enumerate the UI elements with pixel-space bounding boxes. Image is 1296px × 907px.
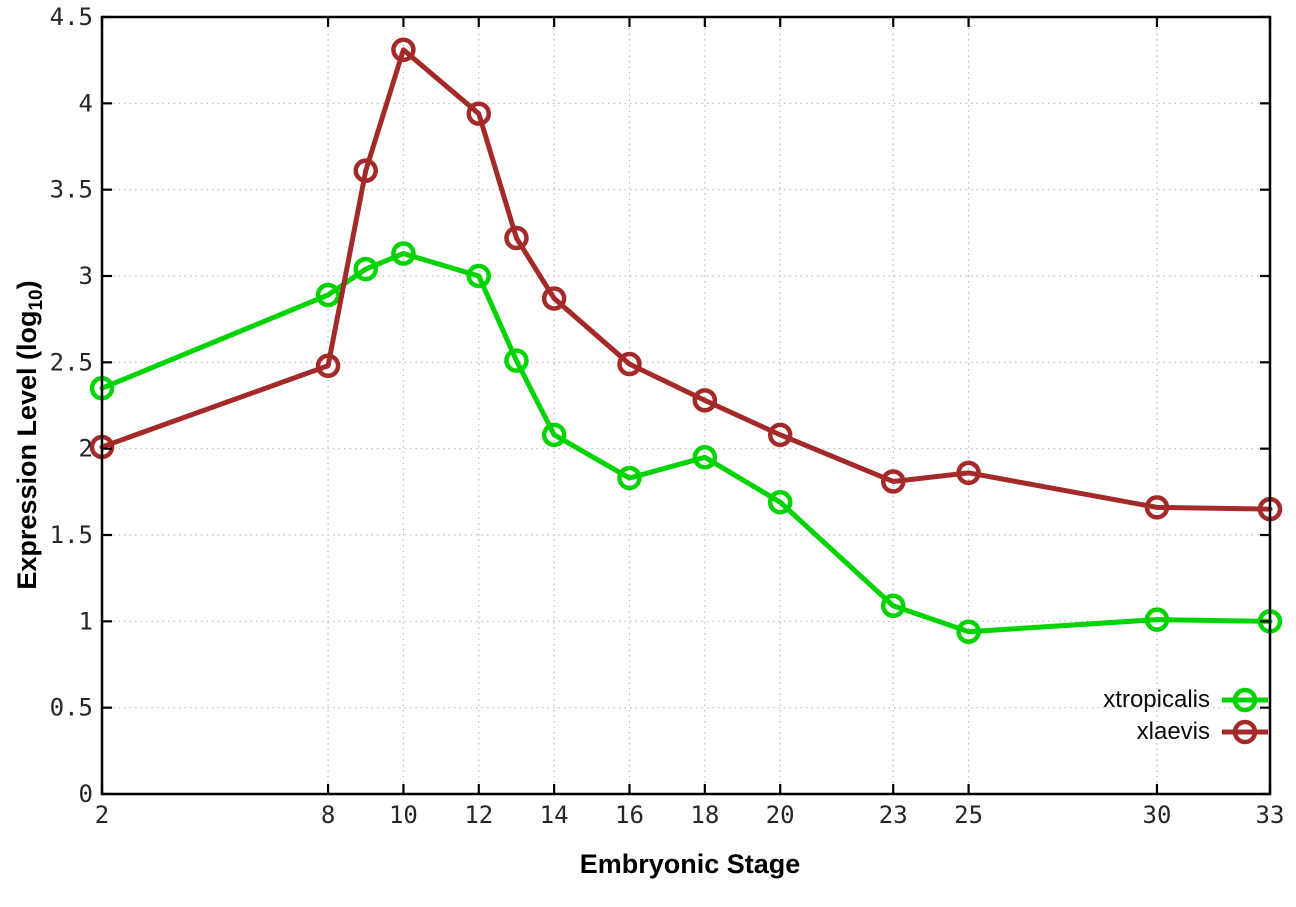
y-tick-label: 1.5 xyxy=(50,521,93,549)
y-axis-label-text: Expression Level (log xyxy=(12,310,42,590)
data-point-xlaevis xyxy=(880,469,906,494)
data-point-xtropicalis xyxy=(1144,607,1170,632)
x-tick-label: 10 xyxy=(389,801,418,829)
data-point-xtropicalis xyxy=(692,445,718,470)
y-axis-label-suffix: ) xyxy=(12,280,42,290)
data-point-xlaevis xyxy=(315,353,341,379)
x-tick-label: 20 xyxy=(766,801,795,829)
data-point-xtropicalis xyxy=(466,263,492,289)
y-tick-label: 3 xyxy=(79,262,93,290)
series-line-xlaevis xyxy=(99,47,1273,512)
data-point-xtropicalis xyxy=(880,593,906,619)
data-point-xlaevis xyxy=(617,351,642,377)
data-point-xtropicalis xyxy=(504,348,529,373)
series-line-xtropicalis xyxy=(99,251,1273,635)
plot-frame xyxy=(100,15,1272,796)
legend-item-xlaevis: xlaevis xyxy=(1103,716,1269,748)
data-point-xtropicalis xyxy=(617,465,642,491)
y-tick-label: 4 xyxy=(79,89,93,117)
data-point-xtropicalis xyxy=(315,282,341,308)
x-tick-label: 12 xyxy=(464,801,493,829)
y-tick-label: 4.5 xyxy=(50,3,93,31)
axis-ticks xyxy=(100,15,1272,796)
x-tick-label: 30 xyxy=(1143,801,1172,829)
data-point-xlaevis xyxy=(391,37,416,63)
x-tick-label: 25 xyxy=(954,801,983,829)
x-tick-label: 2 xyxy=(95,801,109,829)
data-point-xtropicalis xyxy=(541,422,567,448)
data-point-xtropicalis xyxy=(956,619,981,644)
x-tick-label: 23 xyxy=(879,801,908,829)
data-point-xlaevis xyxy=(956,460,981,486)
data-point-xlaevis xyxy=(466,101,492,126)
y-tick-label: 1 xyxy=(79,607,93,635)
x-tick-label: 14 xyxy=(540,801,569,829)
legend-item-xtropicalis: xtropicalis xyxy=(1103,684,1269,716)
data-point-xlaevis xyxy=(1144,495,1170,520)
tick-labels: 2 8 10 12 14 16 18 20 23 25 30 33 0 0.5 1 1.5 2 2.5 3 3.5 4 4… xyxy=(50,3,1285,829)
legend-sample-xlaevis-icon xyxy=(1222,719,1268,745)
x-tick-label: 33 xyxy=(1256,801,1285,829)
data-point-xlaevis xyxy=(504,225,529,251)
y-tick-label: 0 xyxy=(79,780,93,808)
data-point-xlaevis xyxy=(541,286,567,311)
legend: xtropicalis xlaevis xyxy=(1103,684,1269,748)
legend-sample-xtropicalis-icon xyxy=(1222,687,1268,713)
data-point-xlaevis xyxy=(692,388,718,413)
gridlines xyxy=(102,17,1270,794)
y-tick-label: 3.5 xyxy=(50,176,93,204)
data-point-xlaevis xyxy=(767,422,793,448)
data-point-xtropicalis xyxy=(391,241,416,266)
y-tick-label: 2.5 xyxy=(50,348,93,376)
x-tick-label: 8 xyxy=(321,801,335,829)
x-tick-label: 16 xyxy=(615,801,644,829)
data-point-xtropicalis xyxy=(353,256,378,282)
y-tick-label: 2 xyxy=(79,435,93,463)
legend-label-xtropicalis: xtropicalis xyxy=(1103,686,1210,713)
x-tick-label: 18 xyxy=(690,801,719,829)
data-series xyxy=(89,37,1283,644)
plot-border xyxy=(100,15,1272,796)
data-point-xlaevis xyxy=(353,158,378,183)
legend-label-xlaevis: xlaevis xyxy=(1136,718,1210,745)
x-axis-label: Embryonic Stage xyxy=(579,849,801,879)
data-point-xtropicalis xyxy=(767,489,793,515)
y-tick-label: 0.5 xyxy=(50,694,93,722)
y-axis-label-subscript: 10 xyxy=(26,289,47,311)
